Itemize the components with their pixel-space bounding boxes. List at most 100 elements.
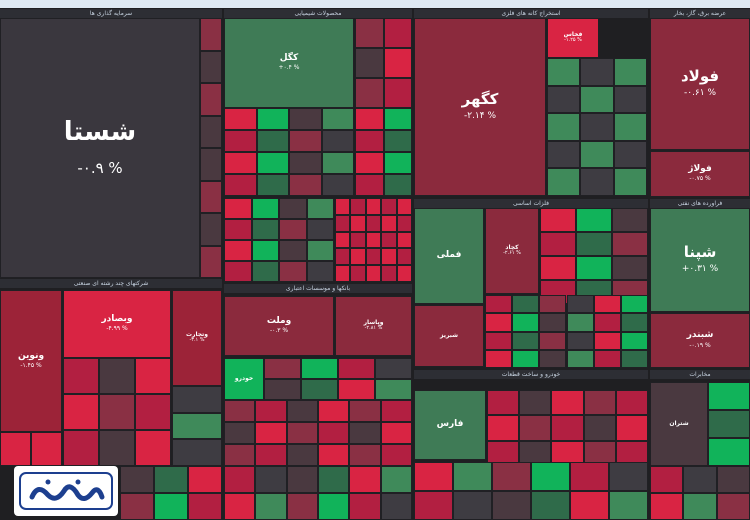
minor-ticker-tile[interactable] [355, 174, 384, 196]
minor-ticker-tile[interactable] [650, 466, 684, 493]
ticker-tile[interactable]: شبریز [414, 305, 484, 367]
minor-ticker-tile[interactable] [593, 295, 621, 314]
minor-ticker-tile[interactable] [224, 466, 256, 493]
minor-ticker-tile[interactable] [318, 422, 350, 444]
minor-ticker-tile[interactable] [306, 240, 334, 261]
minor-ticker-tile[interactable] [255, 422, 287, 444]
ticker-tile[interactable]: وتجارت -۳.۱ % [172, 290, 222, 386]
minor-ticker-tile[interactable] [63, 430, 99, 466]
minor-ticker-tile[interactable] [338, 358, 375, 379]
minor-ticker-tile[interactable] [383, 174, 412, 196]
minor-ticker-tile[interactable] [135, 430, 171, 466]
minor-ticker-tile[interactable] [519, 440, 552, 466]
minor-ticker-tile[interactable] [380, 422, 412, 444]
ticker-tile[interactable]: خودرو [224, 358, 264, 400]
minor-ticker-tile[interactable] [349, 422, 381, 444]
minor-ticker-tile[interactable] [255, 466, 287, 493]
minor-ticker-tile[interactable] [355, 48, 384, 78]
ticker-tile[interactable]: کگهر -۲.۱۴ % [414, 18, 546, 196]
minor-ticker-tile[interactable] [224, 198, 252, 219]
minor-ticker-tile[interactable] [580, 113, 614, 141]
minor-ticker-tile[interactable] [224, 152, 257, 174]
minor-ticker-tile[interactable] [583, 440, 616, 466]
minor-ticker-tile[interactable] [306, 198, 334, 219]
minor-ticker-tile[interactable] [708, 382, 750, 410]
minor-ticker-tile[interactable] [301, 358, 338, 379]
minor-ticker-tile[interactable] [683, 466, 717, 493]
minor-ticker-tile[interactable] [306, 261, 334, 282]
minor-ticker-tile[interactable] [375, 358, 412, 379]
minor-ticker-tile[interactable] [381, 214, 397, 232]
minor-ticker-tile[interactable] [547, 113, 581, 141]
minor-ticker-tile[interactable] [580, 85, 614, 114]
minor-ticker-tile[interactable] [487, 390, 520, 416]
minor-ticker-tile[interactable] [289, 130, 322, 152]
minor-ticker-tile[interactable] [63, 394, 99, 430]
ticker-tile[interactable]: ونوین -۱.۴۵ % [0, 290, 62, 432]
minor-ticker-tile[interactable] [224, 108, 257, 130]
minor-ticker-tile[interactable] [0, 432, 31, 466]
minor-ticker-tile[interactable] [383, 152, 412, 174]
minor-ticker-tile[interactable] [99, 358, 135, 394]
minor-ticker-tile[interactable] [256, 152, 289, 174]
minor-ticker-tile[interactable] [255, 400, 287, 422]
minor-ticker-tile[interactable] [613, 58, 647, 86]
minor-ticker-tile[interactable] [279, 240, 307, 261]
minor-ticker-tile[interactable] [279, 198, 307, 219]
minor-ticker-tile[interactable] [381, 265, 397, 282]
ticker-tile[interactable]: فملی [414, 208, 484, 304]
minor-ticker-tile[interactable] [547, 85, 581, 114]
minor-ticker-tile[interactable] [414, 462, 453, 491]
minor-ticker-tile[interactable] [264, 358, 301, 379]
minor-ticker-tile[interactable] [381, 198, 397, 215]
ticker-tile[interactable]: فولاد -۰.۶۱ % [650, 18, 750, 150]
minor-ticker-tile[interactable] [383, 130, 412, 152]
minor-ticker-tile[interactable] [576, 256, 612, 280]
minor-ticker-tile[interactable] [200, 83, 222, 116]
ticker-tile[interactable]: وبصادر -۴.۹۹ % [63, 290, 171, 358]
minor-ticker-tile[interactable] [396, 265, 412, 282]
minor-ticker-tile[interactable] [512, 295, 540, 314]
minor-ticker-tile[interactable] [381, 231, 397, 249]
minor-ticker-tile[interactable] [200, 245, 222, 278]
minor-ticker-tile[interactable] [716, 493, 750, 520]
minor-ticker-tile[interactable] [512, 313, 540, 332]
minor-ticker-tile[interactable] [396, 214, 412, 232]
minor-ticker-tile[interactable] [375, 379, 412, 400]
minor-ticker-tile[interactable] [335, 214, 351, 232]
minor-ticker-tile[interactable] [318, 400, 350, 422]
minor-ticker-tile[interactable] [485, 331, 513, 350]
minor-ticker-tile[interactable] [251, 219, 279, 240]
minor-ticker-tile[interactable] [485, 313, 513, 332]
minor-ticker-tile[interactable] [120, 466, 154, 493]
minor-ticker-tile[interactable] [286, 493, 318, 520]
minor-ticker-tile[interactable] [365, 265, 382, 282]
minor-ticker-tile[interactable] [539, 295, 567, 314]
minor-ticker-tile[interactable] [224, 174, 257, 196]
minor-ticker-tile[interactable] [255, 444, 287, 466]
minor-ticker-tile[interactable] [396, 198, 412, 215]
minor-ticker-tile[interactable] [615, 415, 648, 441]
minor-ticker-tile[interactable] [539, 349, 567, 368]
minor-ticker-tile[interactable] [570, 462, 609, 491]
minor-ticker-tile[interactable] [547, 168, 581, 196]
ticker-tile[interactable]: فخاس -۱.۲۵ % [547, 18, 599, 58]
minor-ticker-tile[interactable] [286, 466, 318, 493]
minor-ticker-tile[interactable] [349, 400, 381, 422]
minor-ticker-tile[interactable] [609, 491, 648, 520]
minor-ticker-tile[interactable] [321, 152, 354, 174]
minor-ticker-tile[interactable] [63, 358, 99, 394]
minor-ticker-tile[interactable] [99, 394, 135, 430]
minor-ticker-tile[interactable] [335, 231, 351, 249]
minor-ticker-tile[interactable] [540, 232, 576, 256]
minor-ticker-tile[interactable] [708, 410, 750, 438]
minor-ticker-tile[interactable] [566, 313, 594, 332]
minor-ticker-tile[interactable] [350, 198, 366, 215]
minor-ticker-tile[interactable] [609, 462, 648, 491]
minor-ticker-tile[interactable] [593, 349, 621, 368]
minor-ticker-tile[interactable] [224, 493, 256, 520]
minor-ticker-tile[interactable] [383, 18, 412, 48]
minor-ticker-tile[interactable] [224, 219, 252, 240]
minor-ticker-tile[interactable] [200, 115, 222, 148]
minor-ticker-tile[interactable] [355, 18, 384, 48]
